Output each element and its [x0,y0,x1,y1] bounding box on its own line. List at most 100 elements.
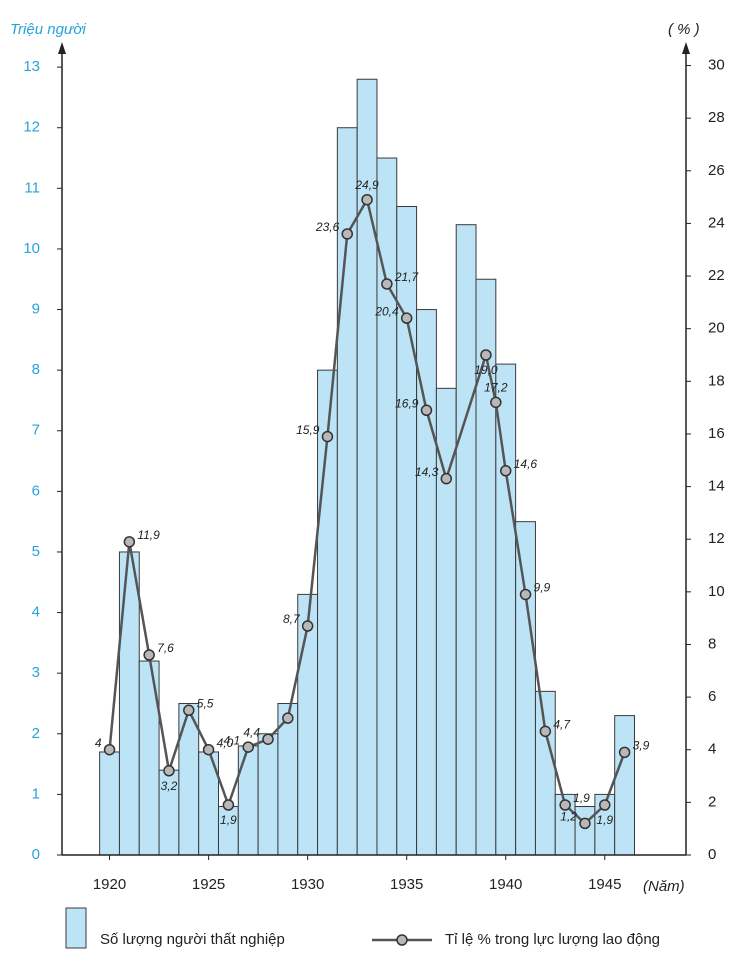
y-tick-label: 5 [32,543,40,560]
y2-tick-label: 6 [708,688,716,705]
y-tick-label: 12 [23,119,40,136]
bar [574,806,596,856]
line-marker [301,620,314,632]
line-marker [539,725,552,738]
value-label: 1,9 [220,813,237,827]
value-label: 16,9 [395,396,419,410]
y-tick-label: 11 [24,179,40,196]
y2-tick-label: 4 [708,741,716,758]
y2-axis-label: ( % ) [668,21,700,38]
line-marker [123,536,136,548]
y2-tick-label: 18 [708,372,725,389]
value-label: 4,4 [243,725,260,739]
value-label: 15,9 [296,423,320,437]
value-label: 4 [95,736,102,750]
value-label: 14,6 [514,457,538,471]
legend-label: Tỉ lệ % trong lực lượng lao động [445,931,660,948]
bar [416,309,437,856]
x-tick-label: 1920 [93,876,126,893]
line-marker [440,472,453,485]
line-marker [420,404,433,417]
line-marker [262,733,274,745]
line-marker [282,712,294,724]
line-marker [490,396,502,409]
y2-tick-label: 16 [708,425,725,442]
value-label: 14,3 [415,465,439,479]
bar [534,690,556,856]
bar [495,363,517,856]
x-axis-label: (Năm) [643,878,685,895]
value-label: 20,4 [374,304,399,318]
y2-tick-label: 26 [708,162,725,179]
y-tick-label: 8 [32,361,40,378]
x-tick-label: 1935 [390,876,423,893]
bar [257,733,279,856]
value-label: 19,0 [474,363,498,377]
y2-tick-label: 14 [708,478,725,495]
line-marker [143,649,155,661]
value-label: 3,9 [633,739,650,753]
line-marker [559,799,571,811]
x-tick-label: 1940 [489,876,522,893]
line-marker [183,704,195,717]
y2-tick-label: 10 [708,583,725,600]
bar [614,715,635,856]
line-marker [163,765,175,777]
legend-marker [396,934,408,946]
y2-tick-label: 0 [708,846,716,863]
line-marker [222,799,235,811]
bar [376,157,398,856]
y2-tick-label: 22 [708,267,725,284]
value-label: 1,9 [573,791,590,805]
x-tick-label: 1945 [588,876,621,893]
y2-tick-label: 12 [708,530,725,547]
y-tick-label: 13 [23,58,40,75]
y-tick-label: 4 [32,604,40,621]
line-marker [202,743,215,756]
value-label: 23,6 [315,220,340,234]
y-tick-label: 3 [32,664,40,681]
y-tick-label: 7 [32,422,40,439]
line-marker [361,193,373,206]
y-axis-label: Triệu người [10,21,86,38]
legend-swatch [65,907,87,949]
y-tick-label: 2 [32,725,40,742]
value-label: 5,5 [197,696,214,710]
line-marker [242,741,254,753]
line-marker [381,278,393,290]
value-label: 3,2 [161,779,178,793]
line-marker [519,588,532,601]
y2-tick-label: 20 [708,320,725,337]
y-tick-label: 6 [32,482,40,499]
value-label: 4,1 [224,733,241,747]
bar [297,593,319,856]
line-marker [341,228,354,240]
bar [99,751,120,856]
y2-tick-label: 28 [708,109,725,126]
value-label: 4,0 [217,736,234,750]
line-marker [618,746,631,759]
value-label: 24,9 [354,178,379,192]
line-marker [499,465,512,477]
value-label: 4,7 [553,717,571,731]
line-marker [579,817,591,830]
value-label: 11,9 [137,528,160,542]
y2-tick-label: 2 [708,793,716,810]
value-label: 17,2 [484,381,508,395]
value-label: 9,9 [534,581,551,595]
value-label: 1,2 [560,810,577,824]
y2-tick-label: 30 [708,56,725,73]
value-label: 21,7 [394,270,420,284]
line-marker [321,430,334,443]
x-tick-label: 1925 [192,876,225,893]
y2-tick-label: 24 [708,214,725,231]
line-marker [400,312,413,324]
y-tick-label: 0 [32,846,40,863]
x-tick-label: 1930 [291,876,324,893]
bar [455,224,477,856]
legend-label: Số lượng người thất nghiệp [100,931,285,948]
y-tick-label: 9 [32,301,40,318]
line-marker [599,799,611,811]
bar [515,521,536,856]
